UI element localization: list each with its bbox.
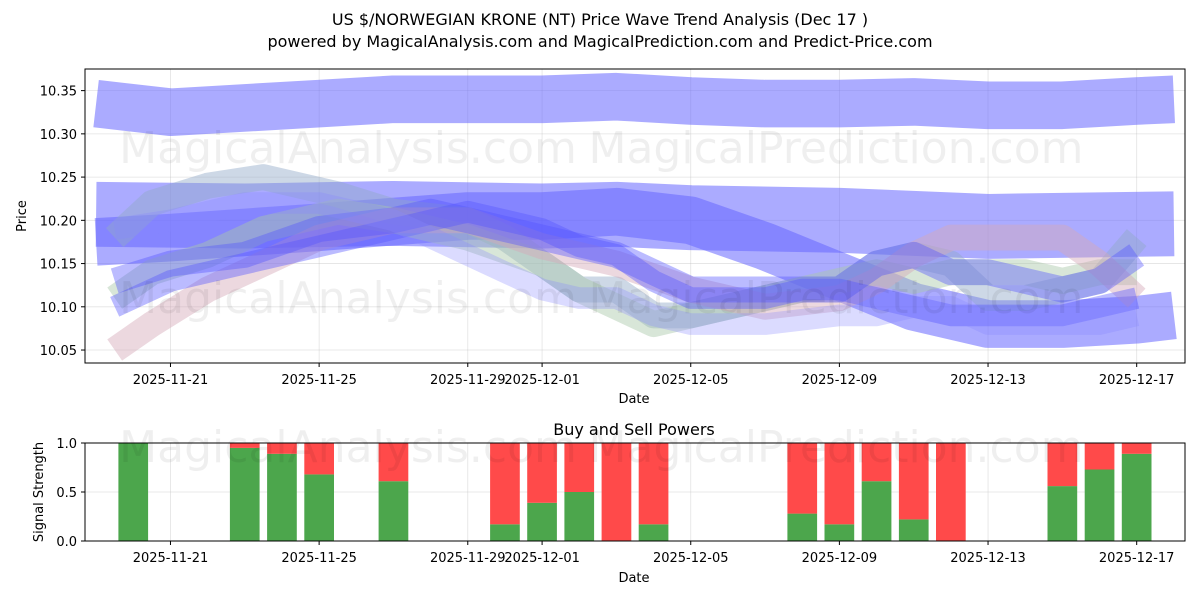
buy-bar [267, 453, 297, 541]
figure-subtitle: powered by MagicalAnalysis.com and Magic… [267, 32, 932, 51]
signal-x-tick-label: 2025-12-05 [653, 551, 729, 566]
price-y-tick-label: 10.20 [40, 214, 77, 229]
buy-bar [118, 443, 149, 541]
buy-bar [1084, 469, 1115, 541]
signal-x-tick-label: 2025-12-01 [504, 551, 580, 566]
buy-bar [1121, 453, 1152, 541]
price-series-wave-5 [110, 200, 1140, 327]
price-series-wave-4 [110, 198, 1145, 303]
sell-bar [787, 443, 818, 514]
signal-x-tick-label: 2025-12-17 [1099, 551, 1175, 566]
price-x-tick-label: 2025-11-21 [133, 373, 209, 388]
signal-x-tick-label: 2025-11-29 [430, 551, 506, 566]
signal-x-tick-label: 2025-12-13 [950, 551, 1026, 566]
buy-bar [304, 474, 334, 541]
sell-bar [936, 443, 966, 541]
buy-bar [898, 519, 929, 541]
price-x-axis-label: Date [618, 392, 649, 407]
price-y-tick-label: 10.35 [40, 85, 77, 100]
sell-bar [1084, 443, 1115, 470]
signal-x-tick-label: 2025-12-09 [802, 551, 878, 566]
price-wave-chart: MagicalAnalysis.com MagicalPrediction.co… [15, 68, 1186, 407]
price-y-tick-label: 10.30 [40, 128, 77, 143]
figure-title: US $/NORWEGIAN KRONE (NT) Price Wave Tre… [332, 10, 868, 29]
price-x-ticks: 2025-11-21 2025-11-25 2025-11-292025-12-01… [133, 363, 1175, 388]
watermark-analysis-bottom: MagicalAnalysis.com [119, 422, 577, 473]
watermark-prediction-mid: MagicalPrediction.com [589, 273, 1084, 324]
sell-bar [638, 443, 669, 525]
price-x-tick-label: 2025-12-09 [802, 373, 878, 388]
buy-bar [229, 447, 260, 541]
watermark-prediction-top: MagicalPrediction.com [589, 123, 1084, 174]
buy-bar [787, 513, 818, 541]
signal-y-axis-label: Signal Strength [32, 442, 47, 542]
price-y-tick-label: 10.10 [40, 301, 77, 316]
buy-bar [638, 524, 669, 541]
signal-y-tick-label: 0.0 [56, 535, 77, 550]
sell-bar [304, 443, 334, 475]
price-series-wave-2 [107, 198, 1137, 338]
buy-bar [490, 524, 520, 541]
sell-bar [378, 443, 409, 482]
watermark-analysis-top: MagicalAnalysis.com [119, 123, 577, 174]
sell-bar [564, 443, 595, 492]
signal-x-tick-label: 2025-11-25 [281, 551, 357, 566]
sell-bar [861, 443, 892, 482]
price-y-axis-label: Price [15, 200, 30, 232]
signal-y-tick-label: 1.0 [56, 437, 77, 452]
price-x-tick-label: 2025-12-01 [504, 373, 580, 388]
price-series-wave-1 [105, 164, 1147, 329]
price-y-tick-label: 10.05 [40, 344, 77, 359]
price-series-upper-channel [93, 72, 1175, 136]
sell-bar [490, 443, 520, 525]
buy-sell-title: Buy and Sell Powers [553, 420, 715, 439]
price-x-tick-label: 2025-12-17 [1099, 373, 1175, 388]
sell-bar [824, 443, 855, 525]
price-y-ticks: 10.05 10.10 10.15 10.20 10.25 10.30 10.35 [40, 85, 85, 359]
price-series-wave-6 [113, 192, 1140, 335]
price-x-tick-label: 2025-11-25 [281, 373, 357, 388]
sell-bar [1047, 443, 1078, 487]
price-plot-frame [84, 68, 1186, 364]
buy-bar [564, 492, 595, 541]
sell-bar [898, 443, 929, 520]
sell-bar [229, 443, 260, 448]
sell-bar [267, 443, 297, 454]
buy-sell-chart: Buy and Sell Powers MagicalAnalysis.com … [32, 420, 1186, 586]
buy-bar [1047, 486, 1078, 541]
signal-bars-layer [118, 443, 1152, 541]
buy-bar [824, 524, 855, 541]
watermark-prediction-bottom: MagicalPrediction.com [589, 422, 1084, 473]
price-series-lower-channel [94, 187, 1177, 348]
price-series-layer [93, 72, 1177, 361]
price-x-tick-label: 2025-12-05 [653, 373, 729, 388]
price-x-tick-label: 2025-12-13 [950, 373, 1026, 388]
price-x-tick-label: 2025-11-29 [430, 373, 506, 388]
buy-bar [378, 481, 409, 541]
price-series-wave-3 [107, 207, 1146, 361]
signal-x-axis-label: Date [618, 571, 649, 586]
signal-y-tick-label: 0.5 [56, 486, 77, 501]
watermark-analysis-mid: MagicalAnalysis.com [119, 273, 577, 324]
sell-bar [527, 443, 557, 503]
price-y-tick-label: 10.15 [40, 258, 77, 273]
buy-bar [861, 481, 892, 541]
sell-bar [601, 443, 632, 541]
signal-x-tick-label: 2025-11-21 [133, 551, 209, 566]
signal-y-ticks: 0.0 0.5 1.0 [56, 437, 85, 550]
sell-bar [1121, 443, 1152, 454]
buy-bar [527, 502, 557, 541]
signal-x-ticks: 2025-11-21 2025-11-25 2025-11-292025-12-01… [133, 541, 1175, 566]
price-y-tick-label: 10.25 [40, 171, 77, 186]
